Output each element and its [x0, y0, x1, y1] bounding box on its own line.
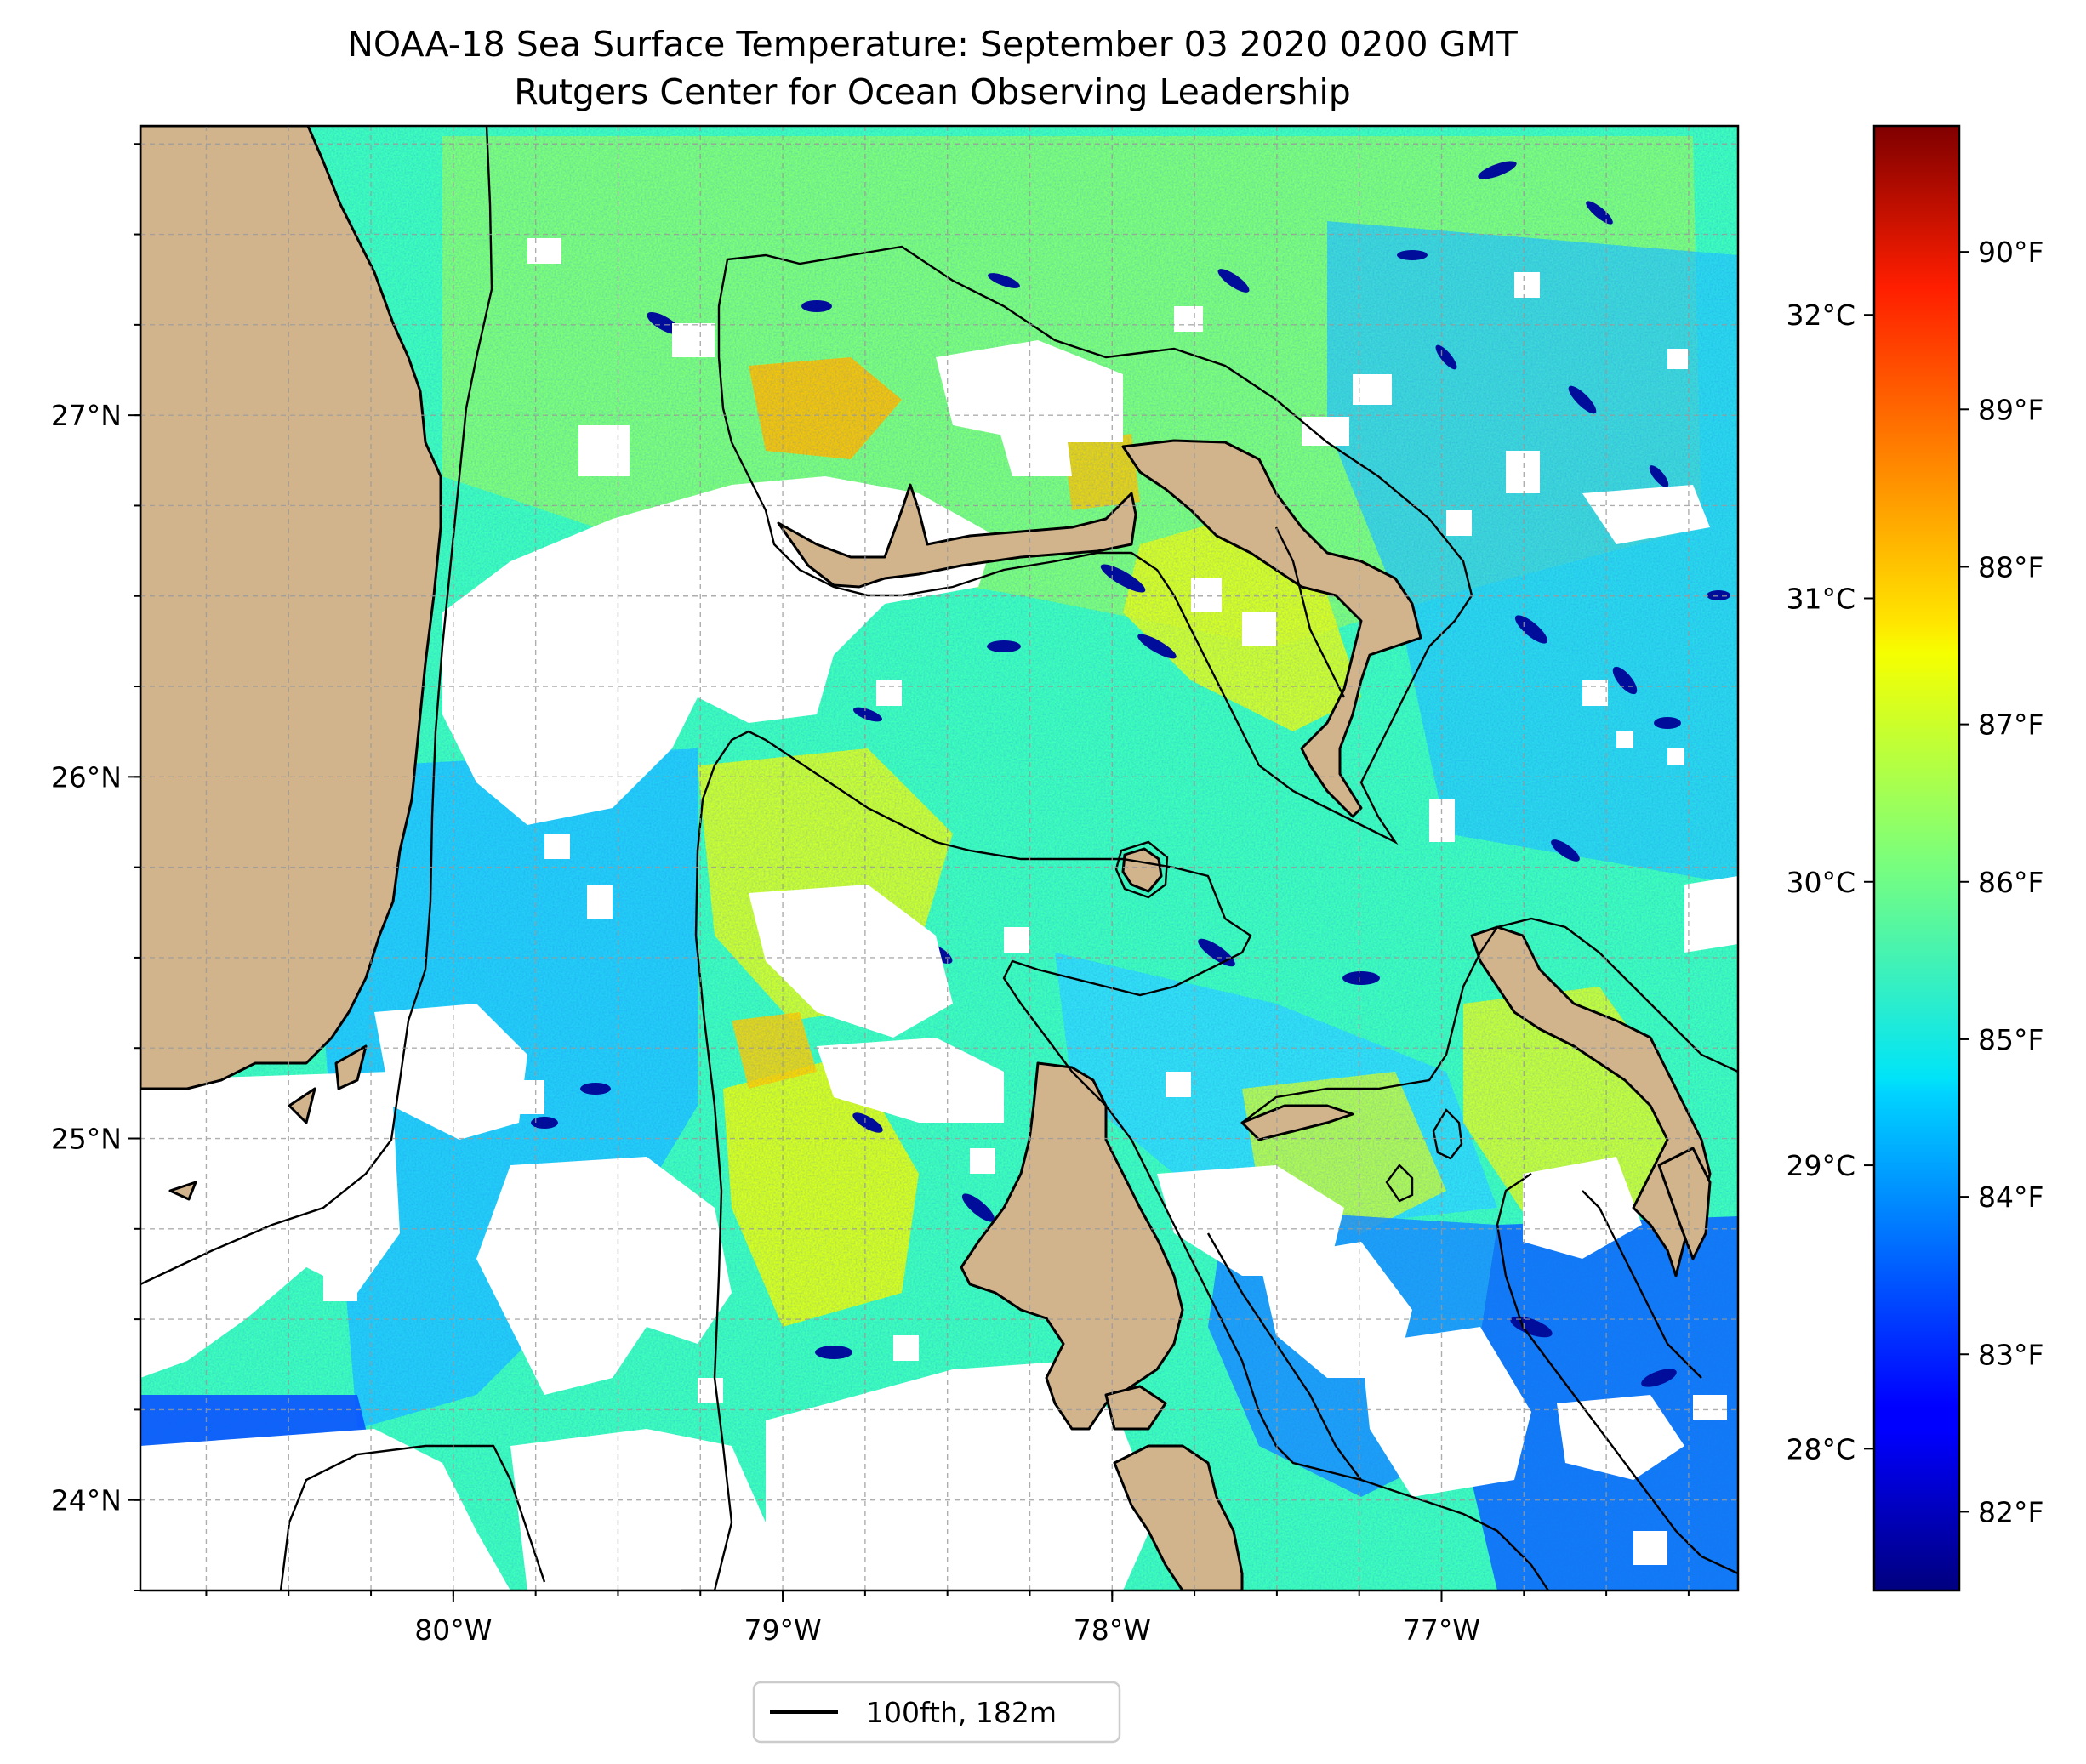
cloud-mask-southwest-2 [476, 1157, 732, 1395]
lat-tick-label: 26°N [51, 760, 122, 794]
latitude-axis: 24°N 25°N 26°N 27°N [51, 143, 140, 1591]
colorbar-f-label: 83°F [1978, 1338, 2043, 1371]
colorbar-c-label: 30°C [1786, 866, 1855, 899]
cloud-mask-northeast [1582, 485, 1710, 544]
cloud-mask-far-east [1684, 876, 1738, 953]
colorbar-f-label: 84°F [1978, 1181, 2043, 1214]
land-andros [960, 1061, 1184, 1431]
lon-tick-label: 78°W [1074, 1613, 1151, 1647]
contour-andros-east [1206, 1232, 1362, 1481]
colorbar-f-label: 89°F [1978, 393, 2043, 426]
cloud-mask-center-left-2 [817, 1038, 1004, 1123]
cloud-mask-east-3 [1361, 1327, 1531, 1497]
land-andros-south [1113, 1444, 1244, 1590]
lat-tick-label: 27°N [51, 399, 122, 432]
land-florida [140, 126, 442, 1090]
colorbar-c-label: 28°C [1786, 1432, 1855, 1465]
lat-tick-label: 25°N [51, 1123, 122, 1156]
lat-tick-label: 24°N [51, 1484, 122, 1517]
contour-tongue-of-ocean [1241, 917, 1738, 1124]
colorbar-c-label: 32°C [1786, 299, 1855, 332]
map-frame [139, 124, 1740, 1592]
colorbar-c-label: 31°C [1786, 582, 1855, 615]
contour-little-bahama-bank [717, 245, 1473, 845]
map-subtitle: Rutgers Center for Ocean Observing Leade… [514, 71, 1351, 112]
cloud-mask-south [140, 1429, 510, 1590]
colorbar-f-label: 87°F [1978, 708, 2043, 742]
colorbar-f-label: 82°F [1978, 1495, 2043, 1528]
colorbar: 82°F 83°F 84°F 85°F 86°F 87°F 88°F 89°F 90°F 28°… [1786, 124, 2043, 1592]
land-eleuthera [1470, 925, 1712, 1277]
map-title: NOAA-18 Sea Surface Temperature: Septemb… [347, 24, 1518, 65]
colorbar-f-label: 85°F [1978, 1023, 2043, 1056]
colorbar-c-label: 29°C [1786, 1149, 1855, 1182]
colorbar-f-label: 86°F [1978, 866, 2043, 899]
land-keys-1 [334, 1044, 368, 1090]
land-berry-islands [1121, 847, 1163, 893]
land-keys-3 [168, 1181, 197, 1201]
land-great-abaco [1121, 439, 1422, 818]
cloud-mask-north-east [995, 408, 1072, 476]
no-data-masks [140, 238, 1738, 1590]
contour-southwest-cay-sal [279, 1444, 546, 1590]
colorbar-celsius-axis: 28°C 29°C 30°C 31°C 32°C [1786, 299, 1874, 1465]
legend: 100fth, 182m [752, 1681, 1121, 1744]
longitude-axis: 80°W 79°W 78°W 77°W [205, 1590, 1690, 1647]
contour-exuma-inner [1582, 1190, 1702, 1379]
contour-islands-1 [1432, 1108, 1463, 1160]
contour-exuma-sound [1496, 1173, 1738, 1575]
cloud-mask-center-left [749, 885, 953, 1038]
cloud-mask-west-straits [374, 1004, 527, 1140]
land-masses [140, 126, 1712, 1590]
lon-tick-label: 77°W [1403, 1613, 1480, 1647]
contour-great-bahama-bank-north [681, 730, 1549, 1590]
lon-tick-label: 79°W [744, 1613, 822, 1647]
contour-berry-ring [1114, 840, 1169, 899]
land-andros-cays [1104, 1385, 1167, 1431]
land-eleuthera-south [1657, 1147, 1712, 1260]
colorbar-fahrenheit-axis: 82°F 83°F 84°F 85°F 86°F 87°F 88°F 89°F 90°F [1959, 236, 2043, 1528]
gridlines [140, 126, 1738, 1590]
legend-box [752, 1681, 1121, 1744]
sst-map [140, 126, 1738, 1590]
colorbar-frame [1872, 124, 1961, 1592]
land-keys-2 [288, 1087, 316, 1124]
contour-abaco-bend [1274, 526, 1346, 698]
contour-islands-2 [1385, 1164, 1414, 1203]
colorbar-f-label: 88°F [1978, 550, 2043, 583]
bathymetry-100fth [140, 126, 1738, 1590]
contour-florida-west [140, 126, 493, 1286]
colorbar-f-label: 90°F [1978, 236, 2043, 269]
lon-tick-label: 80°W [414, 1613, 492, 1647]
colorbar-gradient [1874, 126, 1959, 1590]
cloud-mask-south-2 [510, 1429, 766, 1590]
legend-label-100fth: 100fth, 182m [866, 1696, 1057, 1729]
cloud-mask-east-1 [1157, 1165, 1344, 1276]
cloud-mask-south-center [766, 1361, 1157, 1590]
